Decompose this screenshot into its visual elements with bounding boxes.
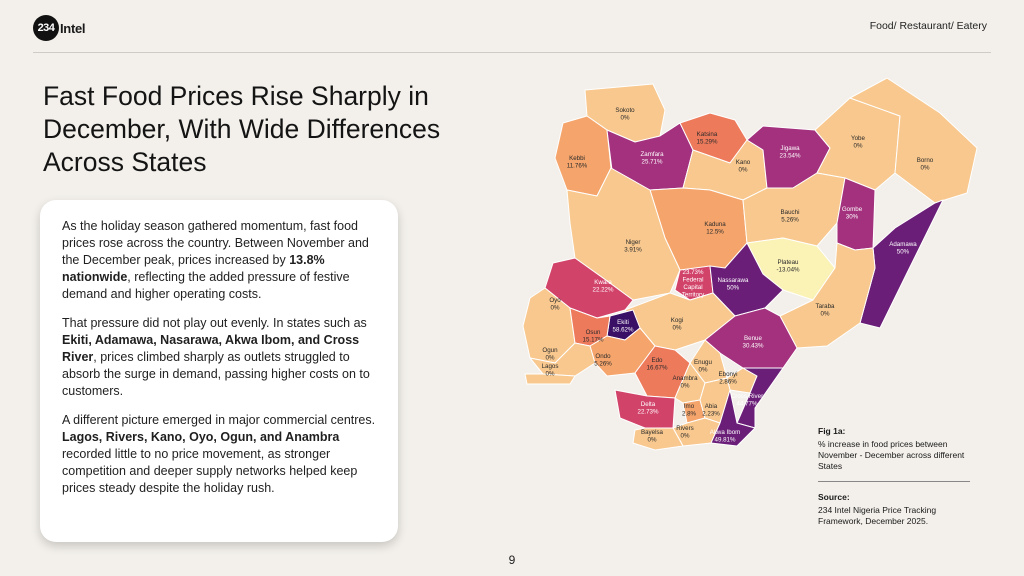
state-label-ondo: Ondo 5.26% xyxy=(594,353,612,368)
state-lagos xyxy=(524,373,576,385)
logo-badge: 234 xyxy=(33,15,59,41)
state-label-gombe: Gombe 30% xyxy=(842,206,863,221)
state-label-adamawa: Adamawa 50% xyxy=(889,241,917,256)
state-label-ekiti: Ekiti 58.62% xyxy=(613,319,634,334)
state-akwa-ibom xyxy=(710,389,756,447)
state-label-taraba: Taraba 0% xyxy=(816,303,835,318)
summary-card: As the holiday season gathered momentum,… xyxy=(40,200,398,542)
state-label-kano: Kano 0% xyxy=(736,159,751,174)
paragraph-3: A different picture emerged in major com… xyxy=(62,413,376,495)
state-bayelsa xyxy=(632,427,684,451)
state-label-kogi: Kogi 0% xyxy=(671,317,683,332)
caption-divider xyxy=(818,481,970,482)
state-niger xyxy=(566,167,681,301)
state-label-enugu: Enugu 0% xyxy=(694,359,712,374)
state-label-benue: Benue 30.43% xyxy=(743,335,764,350)
state-label-anambra: Anambra 0% xyxy=(672,375,698,390)
state-label-edo: Edo 16.67% xyxy=(647,357,668,372)
state-label-kebbi: Kebbi 11.76% xyxy=(567,155,588,170)
page-number: 9 xyxy=(508,553,516,567)
header-divider xyxy=(33,52,991,53)
state-label-delta: Delta 22.73% xyxy=(638,401,659,416)
source-note: Source: 234 Intel Nigeria Price Tracking… xyxy=(818,492,978,527)
state-label-ebonyi: Ebonyi 2.86% xyxy=(719,371,738,386)
state-label-katsina: Katsina 15.29% xyxy=(697,131,718,146)
state-label-akwa-ibom: Akwa Ibom 49.81% xyxy=(710,429,741,444)
state-label-lagos: Lagos 0% xyxy=(542,363,559,378)
state-label-yobe: Yobe 0% xyxy=(851,135,865,150)
state-label-bayelsa: Bayelsa 0% xyxy=(641,429,664,444)
state-label-plateau: Plateau -13.04% xyxy=(776,259,800,274)
figure-description: % increase in food prices between Novemb… xyxy=(818,439,965,471)
state-label-zamfara: Zamfara 25.71% xyxy=(640,151,664,166)
state-label-borno: Borno 0% xyxy=(917,157,934,172)
state-label-federal-capital-territory: 23.73% Federal Capital Territory xyxy=(682,269,705,299)
state-label-ogun: Ogun 0% xyxy=(542,347,558,362)
state-label-niger: Niger 3.91% xyxy=(624,239,642,254)
figure-label: Fig 1a: xyxy=(818,426,846,436)
paragraph-1: As the holiday season gathered momentum,… xyxy=(62,219,369,301)
state-label-kwara: Kwara 22.22% xyxy=(593,279,614,294)
logo-wordmark: Intel xyxy=(60,20,86,36)
state-label-nassarawa: Nassarawa 50% xyxy=(718,277,750,292)
source-label: Source: xyxy=(818,492,850,502)
state-label-osun: Osun 15.17% xyxy=(583,329,604,344)
state-label-kaduna: Kaduna 12.5% xyxy=(704,221,726,236)
state-label-imo: Imo 2.8% xyxy=(682,403,697,418)
figure-caption: Fig 1a: % increase in food prices betwee… xyxy=(818,426,978,472)
state-label-sokoto: Sokoto 0% xyxy=(615,107,635,122)
state-label-cross-river: Cross River 44.77% xyxy=(731,393,763,408)
section-category: Food/ Restaurant/ Eatery xyxy=(869,20,987,32)
source-description: 234 Intel Nigeria Price Tracking Framewo… xyxy=(818,505,937,526)
state-borno xyxy=(849,78,978,204)
state-label-bauchi: Bauchi 5.26% xyxy=(781,209,800,224)
page-title: Fast Food Prices Rise Sharply in Decembe… xyxy=(43,81,441,177)
state-label-rivers: Rivers 0% xyxy=(676,425,694,440)
brand-logo: 234 Intel xyxy=(33,15,86,41)
nigeria-choropleth-map: Sokoto 0% Kebbi 11.76% Zamfara 25.71% Katsina 1… xyxy=(522,78,978,451)
state-label-abia: Abia 2.23% xyxy=(702,403,720,418)
state-label-jigawa: Jigawa 23.54% xyxy=(780,145,801,160)
paragraph-2: That pressure did not play out evenly. I… xyxy=(62,316,370,398)
state-label-oyo: Oyo 0% xyxy=(549,297,561,312)
